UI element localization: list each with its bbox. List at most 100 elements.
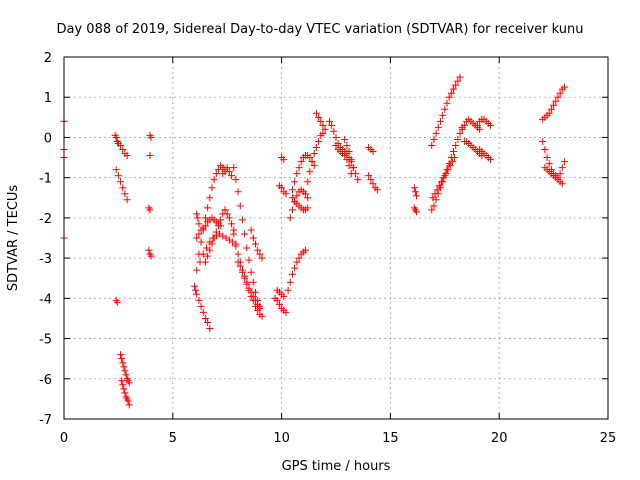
data-point-marker (428, 141, 436, 149)
data-point-marker (197, 302, 205, 310)
data-point-marker (541, 146, 549, 154)
data-point-marker (125, 379, 133, 387)
grid-lines (64, 57, 608, 419)
data-point-marker (118, 377, 126, 385)
y-tick-label: -6 (39, 373, 52, 388)
data-point-marker (430, 135, 438, 143)
data-point-marker (251, 240, 259, 248)
data-point-marker (325, 117, 333, 125)
data-point-marker (206, 246, 214, 254)
data-point-marker (291, 264, 299, 272)
data-point-marker (217, 216, 225, 224)
data-point-marker (413, 208, 421, 216)
data-point-marker (312, 144, 320, 151)
data-point-marker (552, 97, 560, 105)
data-point-marker (206, 325, 214, 332)
data-point-marker (247, 292, 255, 300)
data-point-marker (332, 133, 340, 141)
data-point-marker (275, 300, 283, 308)
data-point-marker (195, 220, 203, 228)
data-point-marker (456, 129, 464, 137)
data-point-marker (560, 158, 568, 166)
data-point-marker (543, 154, 551, 162)
x-tick-label: 25 (600, 431, 617, 446)
data-point-marker (117, 141, 125, 149)
data-point-marker (228, 220, 236, 228)
data-point-marker (450, 85, 458, 93)
data-point-marker (251, 302, 259, 310)
data-point-marker (286, 278, 294, 286)
data-point-marker (450, 148, 458, 156)
data-point-marker (558, 180, 566, 188)
data-point-marker (428, 206, 436, 214)
data-point-marker (258, 254, 266, 262)
data-point-marker (445, 93, 453, 101)
data-point-marker (197, 238, 205, 246)
data-point-marker (236, 202, 244, 210)
data-point-marker (439, 111, 447, 119)
data-point-marker (286, 214, 294, 222)
data-point-marker (236, 262, 244, 270)
x-tick-label: 5 (169, 431, 177, 446)
data-point-marker (195, 230, 203, 238)
data-point-marker (345, 154, 353, 162)
data-point-marker (444, 166, 452, 174)
data-point-marker (293, 192, 301, 200)
y-tick-label: 1 (44, 91, 52, 106)
data-point-marker (451, 154, 459, 162)
data-point-marker (147, 133, 155, 141)
data-point-marker (280, 292, 288, 300)
data-point-marker (352, 170, 360, 178)
data-point-marker (558, 164, 566, 172)
data-point-marker (225, 214, 233, 222)
data-point-marker (219, 170, 227, 178)
data-point-marker (210, 176, 218, 184)
data-point-marker (212, 228, 220, 236)
data-point-marker (121, 367, 129, 375)
data-point-marker (295, 164, 303, 172)
data-point-marker (201, 214, 209, 222)
data-point-marker (539, 137, 547, 145)
data-point-marker (302, 246, 310, 254)
data-point-marker (447, 89, 455, 97)
data-point-marker (291, 178, 299, 186)
data-point-marker (193, 290, 201, 298)
data-point-marker (317, 117, 325, 125)
data-point-marker (442, 170, 450, 178)
data-point-marker (249, 296, 257, 304)
data-point-marker (230, 230, 238, 238)
data-points (60, 73, 568, 409)
data-point-marker (191, 282, 199, 290)
data-point-marker (435, 182, 443, 190)
data-point-marker (121, 190, 129, 198)
data-point-marker (214, 222, 222, 230)
data-point-marker (123, 152, 131, 160)
data-point-marker (458, 125, 466, 133)
data-point-marker (234, 258, 242, 266)
data-point-marker (122, 371, 130, 379)
data-point-marker (119, 359, 127, 367)
data-point-marker (112, 166, 120, 174)
data-point-marker (288, 194, 296, 202)
data-point-marker (147, 252, 155, 260)
data-point-marker (232, 240, 240, 248)
data-point-marker (556, 89, 564, 97)
data-point-marker (282, 308, 290, 316)
data-point-marker (341, 135, 349, 143)
data-point-marker (293, 170, 301, 178)
data-point-marker (486, 121, 494, 129)
data-point-marker (321, 125, 329, 133)
data-point-marker (199, 250, 207, 258)
data-point-marker (452, 81, 460, 89)
data-point-marker (243, 280, 251, 288)
data-point-marker (369, 180, 377, 188)
data-point-marker (212, 170, 220, 178)
data-point-marker (288, 206, 296, 214)
y-tick-label: 0 (44, 131, 52, 146)
x-tick-label: 15 (382, 431, 399, 446)
data-point-marker (119, 184, 127, 192)
data-point-marker (310, 150, 318, 158)
data-point-marker (476, 125, 484, 133)
data-point-marker (206, 194, 214, 202)
data-point-marker (238, 216, 246, 224)
